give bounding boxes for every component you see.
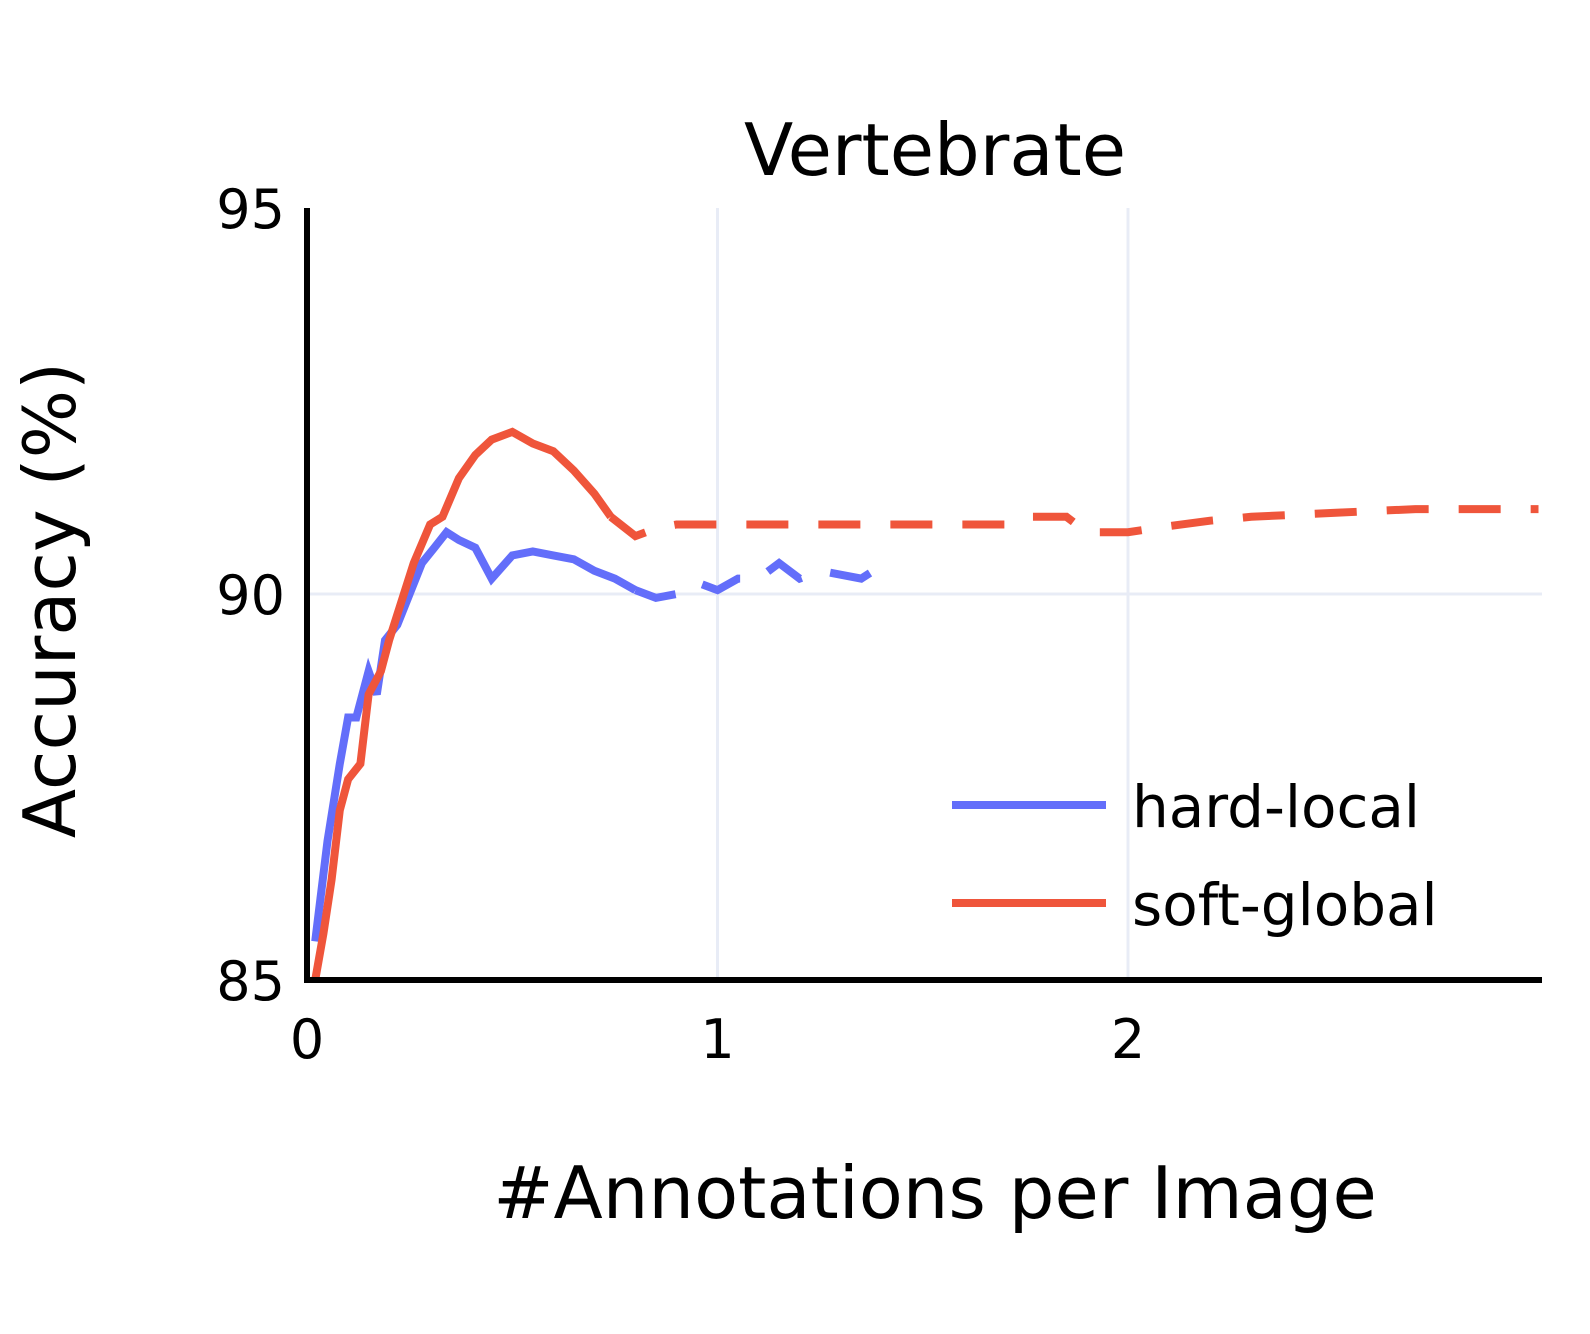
series-soft-global-line xyxy=(311,427,615,981)
x-tick-label-1: 1 xyxy=(700,1008,734,1071)
y-axis-title: Accuracy (%) xyxy=(8,362,92,838)
y-tick-label-2: 95 xyxy=(216,178,285,241)
x-axis-title: #Annotations per Image xyxy=(493,1151,1377,1235)
x-tick-label-2: 2 xyxy=(1111,1008,1145,1071)
grid-lines xyxy=(307,208,1542,980)
series-layer xyxy=(311,427,1539,981)
series-hard-local-dashed-line xyxy=(633,558,876,603)
legend: hard-local soft-global xyxy=(952,773,1438,939)
tick-labels: 0 1 2 85 90 95 xyxy=(216,178,1145,1071)
y-tick-label-0: 85 xyxy=(216,950,285,1013)
legend-label-hard-local: hard-local xyxy=(1132,773,1420,841)
series-soft-global-dashed-line xyxy=(608,505,1539,541)
y-tick-label-1: 90 xyxy=(216,564,285,627)
axes xyxy=(304,208,1542,983)
chart-title: Vertebrate xyxy=(744,108,1126,192)
legend-label-soft-global: soft-global xyxy=(1132,871,1438,939)
series-hard-local-line xyxy=(311,526,638,942)
x-tick-label-0: 0 xyxy=(290,1008,324,1071)
